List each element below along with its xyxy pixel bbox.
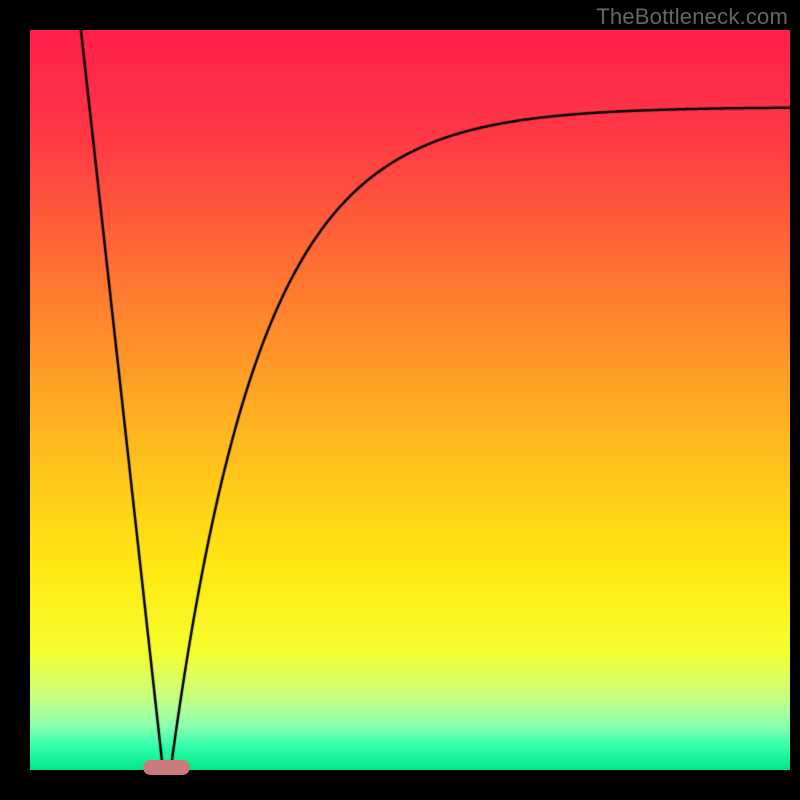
frame-border-left — [0, 0, 30, 800]
watermark-text: TheBottleneck.com — [596, 4, 788, 30]
frame-border-right — [790, 0, 800, 800]
plot-area — [30, 30, 790, 770]
frame-border-bottom — [0, 770, 800, 800]
optimal-marker — [143, 760, 190, 775]
bottleneck-curve — [30, 30, 790, 770]
chart-frame: TheBottleneck.com — [0, 0, 800, 800]
